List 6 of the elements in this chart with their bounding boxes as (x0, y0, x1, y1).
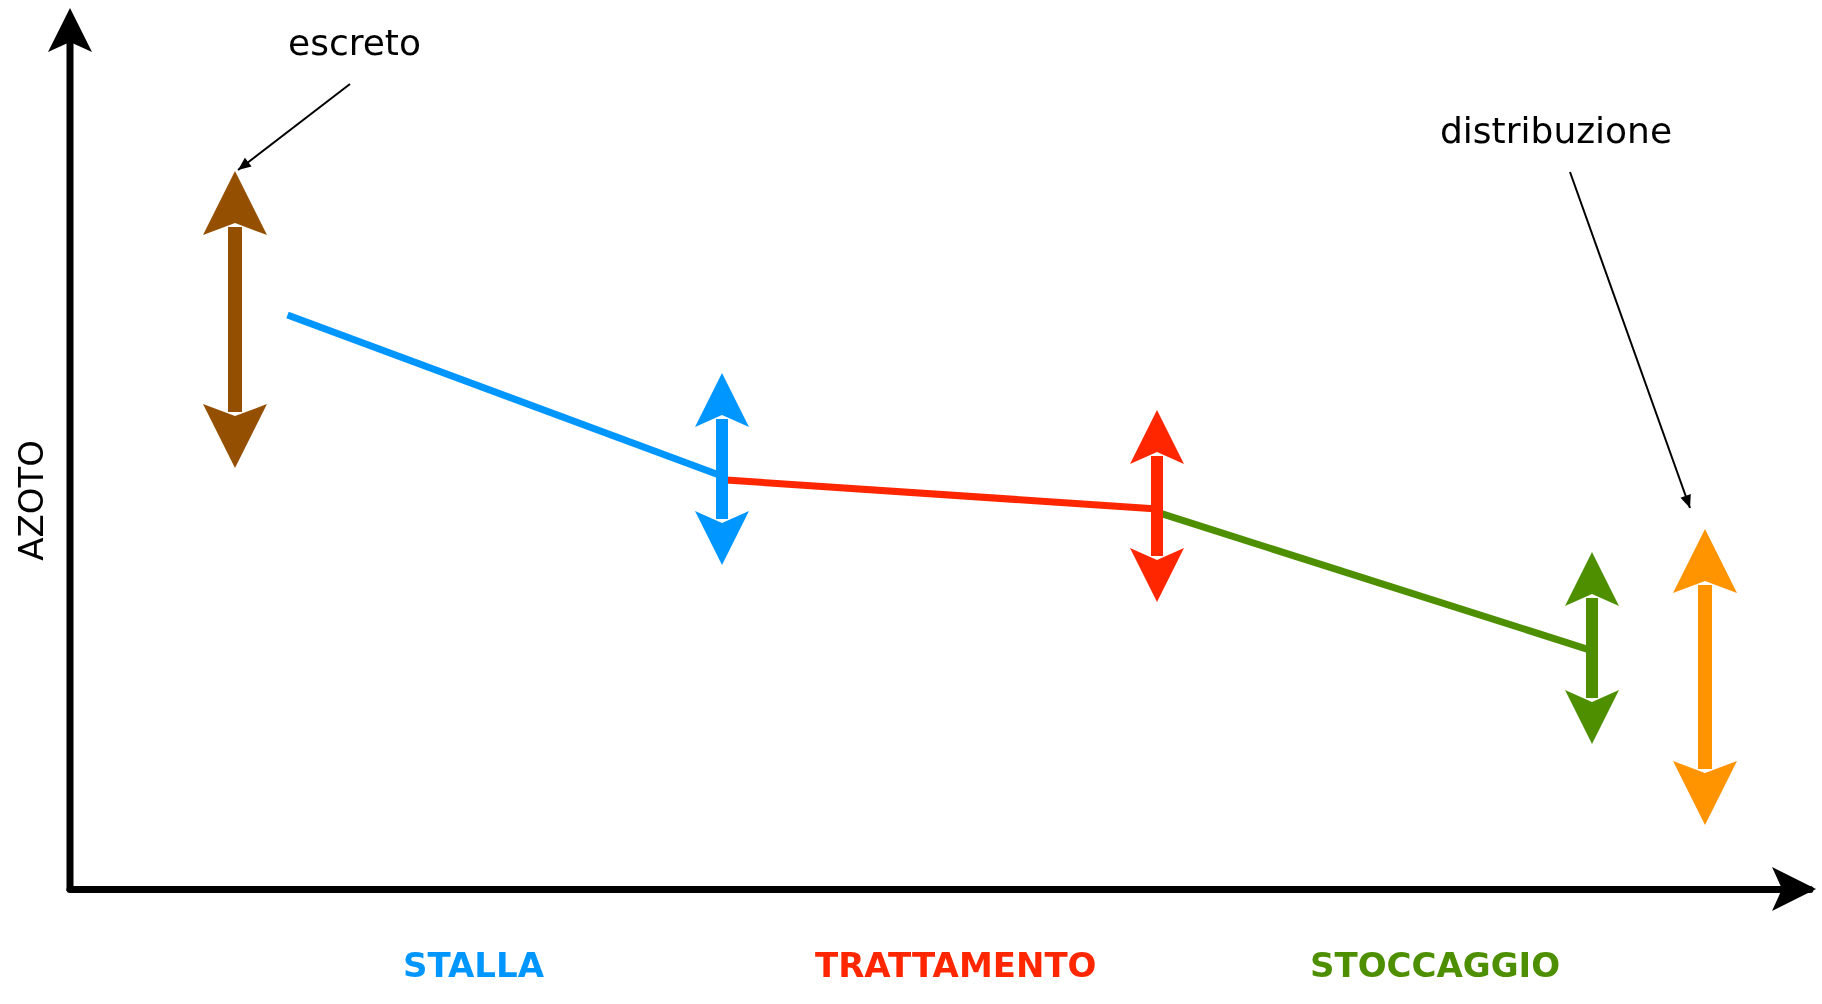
text: TRATTAMENTO (815, 945, 1097, 985)
text: distribuzione (1440, 109, 1673, 151)
text: STALLA (403, 945, 545, 985)
text: STOCCAGGIO (1310, 945, 1561, 985)
text: escreto (288, 21, 421, 63)
y-axis-title: AZOTO (11, 440, 51, 561)
